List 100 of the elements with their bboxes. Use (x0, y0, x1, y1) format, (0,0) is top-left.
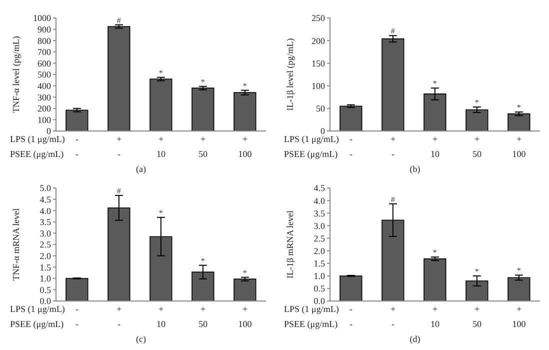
text: - (118, 319, 120, 329)
text: + (432, 304, 438, 314)
y-tick-label: 4.5 (40, 194, 52, 204)
data-label: * (242, 81, 247, 90)
text: 10 (430, 149, 440, 159)
y-tick-label: 100 (312, 80, 326, 91)
data-label: * (474, 266, 479, 276)
data-label: # (116, 186, 121, 196)
text: + (390, 304, 396, 314)
text: - (350, 149, 352, 159)
y-tick-label: 900 (38, 24, 52, 34)
text: (d) (408, 334, 422, 344)
text: - (76, 149, 78, 159)
text: PSEE (μg/mL) (10, 149, 64, 159)
text: + (158, 304, 164, 314)
text: + (158, 134, 164, 144)
text: + (516, 134, 522, 144)
text: + (200, 134, 206, 144)
y-tick-label: 200 (312, 36, 326, 46)
y-tick-label: 400 (38, 80, 52, 91)
data-label: * (158, 208, 163, 218)
text: (c) (135, 334, 147, 344)
y-tick-label: 800 (38, 36, 52, 46)
y-tick-label: 3.5 (314, 208, 326, 218)
y-tick-label: 300 (38, 92, 52, 102)
data-label: * (516, 266, 521, 276)
text: LPS (1 μg/mL) (10, 134, 65, 144)
bar (108, 26, 130, 131)
text: 50 (472, 319, 482, 329)
data-label: * (200, 77, 205, 86)
text: 100 (238, 149, 252, 159)
text: + (242, 304, 248, 314)
bar (382, 38, 404, 131)
y-tick-label: 50 (316, 104, 326, 114)
y-tick-label: 2.0 (314, 246, 326, 256)
y-axis-title: IL-1β mRNA level (285, 210, 296, 279)
text: - (76, 304, 78, 314)
text: - (350, 319, 352, 329)
y-tick-label: 0.0 (40, 296, 52, 306)
text: - (350, 304, 352, 314)
text: PSEE (μg/mL) (284, 319, 338, 329)
text: - (392, 319, 394, 329)
y-tick-label: 0.5 (40, 284, 52, 295)
text: + (390, 134, 396, 144)
text: + (516, 304, 522, 314)
bar (340, 275, 362, 301)
data-label: * (432, 79, 437, 88)
y-tick-label: 2.0 (40, 250, 52, 261)
data-label: * (516, 103, 521, 112)
text: 10 (156, 319, 166, 329)
data-label: # (390, 26, 395, 36)
text: (b) (408, 164, 422, 174)
bar (234, 92, 256, 131)
data-label: * (474, 98, 479, 108)
y-tick-label: 1.0 (40, 274, 52, 284)
bar (66, 278, 88, 301)
y-tick-label: 250 (312, 13, 326, 24)
y-axis-title: TNF-α mRNA level (11, 208, 22, 281)
y-tick-label: 150 (312, 58, 326, 68)
y-tick-label: 0 (46, 126, 52, 136)
y-tick-label: 4.0 (40, 206, 52, 216)
y-tick-label: 1.5 (40, 262, 52, 272)
text: LPS (1 μg/mL) (284, 134, 339, 144)
y-tick-label: 500 (38, 70, 52, 80)
text: 50 (472, 149, 482, 159)
bar (508, 277, 530, 301)
y-axis-title: TNF-α level (pg/mL) (11, 36, 22, 113)
y-tick-label: 3.0 (314, 220, 326, 231)
text: LPS (1 μg/mL) (10, 304, 65, 314)
y-tick-label: 200 (38, 104, 52, 114)
y-tick-label: 2.5 (314, 233, 326, 244)
y-tick-label: 3.5 (40, 217, 52, 228)
text: - (392, 149, 394, 159)
bar (508, 113, 530, 131)
y-tick-label: 5.0 (40, 183, 52, 194)
y-tick-label: 1.0 (314, 271, 326, 282)
y-tick-label: 0 (320, 126, 326, 136)
bar (234, 278, 256, 301)
text: 100 (512, 319, 526, 329)
text: + (474, 304, 480, 314)
data-label: # (116, 16, 121, 25)
y-tick-label: 100 (38, 114, 52, 125)
text: - (350, 134, 352, 144)
text: + (116, 134, 122, 144)
bar (466, 109, 488, 131)
text: 50 (198, 319, 208, 329)
text: - (118, 149, 120, 159)
text: 100 (238, 319, 252, 329)
bar (150, 78, 172, 131)
bar (340, 106, 362, 131)
text: + (116, 304, 122, 314)
y-tick-label: 0.0 (314, 296, 326, 306)
y-axis-title: IL-1β level (pg/mL) (285, 38, 296, 111)
y-tick-label: 1000 (33, 13, 52, 24)
text: 10 (430, 319, 440, 329)
text: - (76, 134, 78, 144)
text: 10 (156, 149, 166, 159)
text: + (242, 134, 248, 144)
y-tick-label: 3.0 (40, 228, 52, 238)
text: (a) (135, 164, 147, 174)
